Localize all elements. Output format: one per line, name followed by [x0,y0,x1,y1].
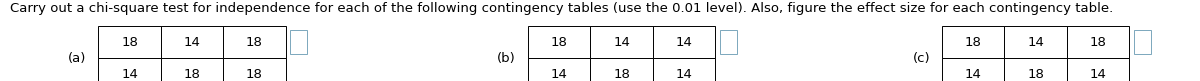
Text: 14: 14 [676,36,692,49]
Bar [1004,58,1067,81]
Bar [653,58,715,81]
Bar [942,26,1004,58]
Bar [720,30,737,54]
Text: 18: 18 [613,68,630,81]
Text: 18: 18 [965,36,982,49]
Text: 18: 18 [1090,36,1106,49]
Text: 14: 14 [184,36,200,49]
Text: 18: 18 [246,68,263,81]
Text: 18: 18 [121,36,138,49]
Bar [290,30,307,54]
Text: 14: 14 [965,68,982,81]
Bar [98,58,161,81]
Text: 14: 14 [613,36,630,49]
Bar [653,26,715,58]
Bar [1004,26,1067,58]
Text: 14: 14 [1090,68,1106,81]
Text: Carry out a chi-square test for independence for each of the following contingen: Carry out a chi-square test for independ… [10,2,1112,15]
Text: (b): (b) [497,52,516,65]
Text: (c): (c) [912,52,930,65]
Bar [590,58,653,81]
Bar [223,26,286,58]
Text: 18: 18 [551,36,568,49]
Bar [161,26,223,58]
Bar [528,58,590,81]
Text: (a): (a) [68,52,86,65]
Bar [98,26,161,58]
Text: 18: 18 [1027,68,1044,81]
Bar [1067,26,1129,58]
Text: 14: 14 [1027,36,1044,49]
Bar [942,58,1004,81]
Bar [161,58,223,81]
Text: 14: 14 [551,68,568,81]
Bar [528,26,590,58]
Bar [590,26,653,58]
Bar [223,58,286,81]
Bar [1067,58,1129,81]
Bar [1134,30,1151,54]
Text: 18: 18 [184,68,200,81]
Text: 14: 14 [121,68,138,81]
Text: 18: 18 [246,36,263,49]
Text: 14: 14 [676,68,692,81]
